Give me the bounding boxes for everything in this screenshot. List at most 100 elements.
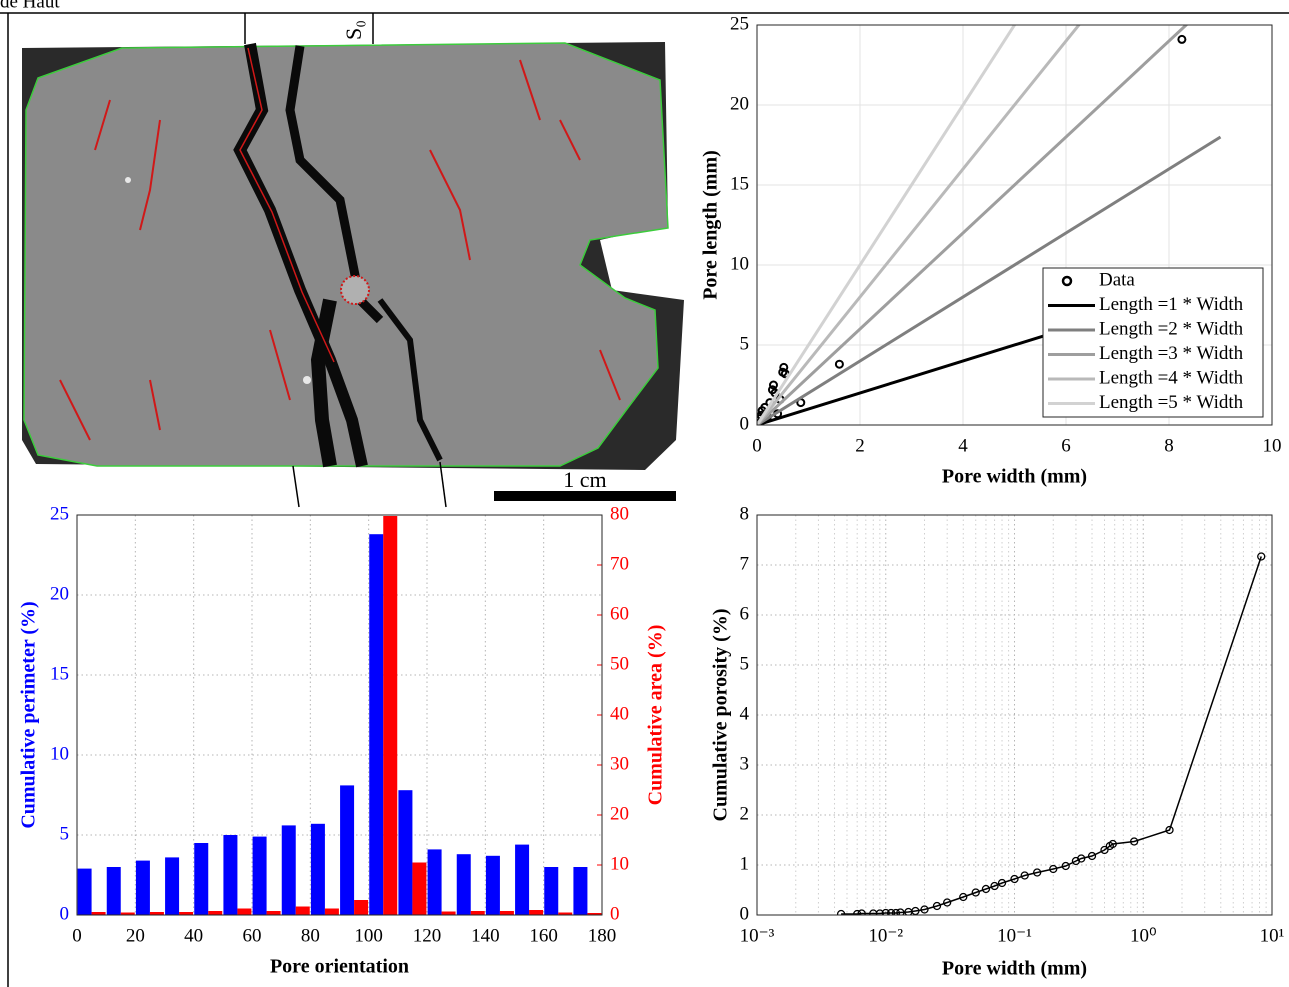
x-tick-label: 60 (243, 925, 262, 946)
y2-tick-label: 10 (610, 853, 629, 874)
bar (587, 913, 602, 915)
micrograph (22, 13, 684, 508)
legend-box (1042, 267, 1264, 418)
plot-area (836, 552, 1266, 915)
point (920, 905, 929, 914)
x-tick-label: 10 (1263, 435, 1282, 456)
bar (165, 857, 180, 915)
y-tick-label: 20 (730, 93, 749, 114)
y2-tick-label: 0 (610, 903, 620, 924)
line (757, 25, 1017, 425)
bar (223, 835, 238, 915)
x-tick-label: 10⁻² (868, 925, 903, 946)
x-tick-label: 80 (301, 925, 320, 946)
header-text: de Haut (0, 0, 60, 12)
y-tick-label: 0 (60, 903, 70, 924)
x-tick-label: 100 (354, 925, 383, 946)
y-tick-label: 0 (740, 413, 750, 434)
y-tick-label: 10 (50, 743, 69, 764)
y-tick-label: 15 (50, 663, 69, 684)
x-tick-label: 6 (1061, 435, 1071, 456)
bar (441, 911, 456, 915)
x-tick-label: 20 (126, 925, 145, 946)
y2-tick-label: 40 (610, 703, 629, 724)
y-tick-label: 25 (50, 503, 69, 524)
point (1077, 854, 1086, 863)
point (891, 908, 901, 915)
bar (515, 844, 530, 915)
legend-marker (1061, 275, 1073, 287)
y-tick-label: 4 (740, 703, 750, 724)
y2-tick-label: 60 (610, 603, 629, 624)
y2-tick-label: 30 (610, 753, 629, 774)
x-tick-label: 2 (855, 435, 865, 456)
x-tick-label: 0 (752, 435, 762, 456)
bar (91, 912, 106, 915)
point (1010, 874, 1019, 884)
x-tick-label: 10¹ (1260, 925, 1285, 946)
bar (324, 908, 339, 915)
axes-box (76, 514, 603, 916)
bar (456, 854, 471, 915)
point (886, 908, 896, 915)
point (971, 888, 980, 897)
legend-label: Length =4 * Width (1099, 367, 1244, 388)
x-tick-label: 10⁻³ (740, 925, 775, 946)
point (1049, 864, 1058, 874)
bar (106, 867, 121, 915)
bar (412, 862, 427, 915)
bar (179, 912, 194, 915)
bar (135, 860, 150, 915)
y2-axis-label: Cumulative area (%) (645, 625, 667, 806)
legend-label: Length =3 * Width (1099, 343, 1244, 364)
bar (281, 825, 296, 915)
bar (485, 855, 500, 915)
bar (558, 912, 573, 915)
legend-label: Length =5 * Width (1099, 392, 1244, 413)
plot-area (757, 25, 1222, 425)
point (943, 898, 952, 907)
legend-label: Data (1099, 269, 1135, 290)
line (757, 25, 1189, 425)
point (1130, 837, 1139, 846)
point (990, 881, 999, 891)
x-tick-label: 0 (72, 925, 82, 946)
y-axis-label: Pore length (mm) (700, 150, 722, 300)
point (836, 909, 846, 915)
point (881, 908, 890, 915)
y-axis-label: Cumulative perimeter (%) (18, 601, 40, 828)
point (981, 884, 991, 894)
point (1257, 552, 1266, 561)
line (841, 556, 1262, 915)
point (1033, 868, 1042, 877)
y-tick-label: 5 (60, 823, 70, 844)
y-tick-label: 6 (740, 603, 750, 624)
x-axis-label: Pore width (mm) (942, 466, 1087, 488)
legend-label: Length =1 * Width (1099, 294, 1244, 315)
bar (427, 849, 442, 915)
x-axis-label: Pore width (mm) (942, 958, 1087, 980)
bar (194, 843, 209, 915)
x-tick-label: 140 (471, 925, 500, 946)
point (1177, 34, 1187, 44)
y-tick-label: 2 (740, 803, 750, 824)
point (932, 901, 942, 911)
bar (340, 785, 355, 915)
plot-area (77, 516, 602, 915)
y-tick-label: 3 (740, 753, 750, 774)
y-tick-label: 8 (740, 503, 750, 524)
axes-box (756, 514, 1273, 916)
x-tick-label: 8 (1164, 435, 1174, 456)
bar (398, 790, 413, 915)
y-tick-label: 5 (740, 333, 750, 354)
point (853, 909, 862, 915)
bar (310, 823, 325, 915)
point (768, 380, 778, 390)
line (757, 25, 1081, 425)
y2-tick-label: 80 (610, 503, 629, 524)
y-tick-label: 25 (730, 13, 749, 34)
bar (208, 911, 223, 915)
y-axis-label: Cumulative porosity (%) (710, 609, 732, 822)
bar (120, 912, 135, 915)
